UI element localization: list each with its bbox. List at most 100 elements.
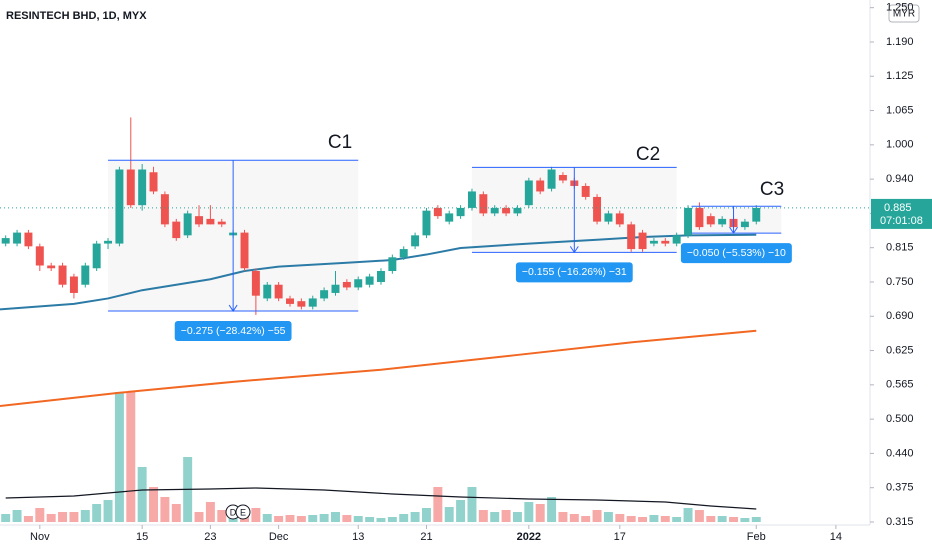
candle-body	[581, 185, 590, 197]
volume-bar	[581, 516, 591, 522]
candle-body	[456, 207, 465, 217]
volume-bar	[638, 517, 648, 522]
candle-body	[24, 232, 33, 247]
volume-bar	[558, 512, 568, 522]
measure-box	[680, 243, 792, 264]
volume-bar	[433, 487, 443, 522]
candle-body	[490, 207, 499, 214]
candle-body	[149, 172, 158, 192]
y-tick-label: 1.190	[886, 36, 914, 48]
candle-body	[104, 240, 113, 244]
volume-bar	[683, 508, 693, 522]
candle-body	[604, 213, 613, 222]
x-tick-label: Nov	[30, 531, 50, 543]
volume-bar	[296, 516, 306, 522]
y-tick-label: 0.565	[886, 379, 914, 391]
volume-bar	[137, 467, 147, 522]
candle-body	[286, 298, 294, 304]
volume-bar	[694, 510, 704, 522]
candle-body	[467, 191, 476, 208]
volume-bar	[706, 516, 716, 522]
volume-bar	[467, 487, 477, 522]
event-badge[interactable]	[235, 504, 251, 520]
volume-bar	[149, 487, 159, 522]
volume-bar	[205, 502, 215, 522]
volume-bar	[217, 510, 227, 522]
currency-label[interactable]: MYR	[893, 9, 915, 20]
volume-bar	[46, 514, 56, 522]
event-badge-label[interactable]: E	[240, 507, 246, 517]
measure-text: −0.155 (−16.26%) −31	[522, 266, 627, 278]
measure-text: −0.275 (−28.42%) −55	[181, 325, 286, 337]
volume-bar	[444, 507, 454, 522]
candle-body	[342, 281, 351, 288]
measure-arrowhead	[729, 226, 738, 235]
volume-bar	[353, 516, 363, 522]
volume-bar	[649, 515, 659, 522]
measure-box	[515, 262, 633, 283]
candle-body	[672, 235, 681, 244]
currency-button[interactable]	[888, 4, 920, 23]
volume-bar	[160, 497, 170, 522]
volume-bar	[501, 510, 511, 522]
x-tick-label: 2022	[517, 531, 541, 543]
event-badge-label[interactable]: D	[230, 507, 237, 517]
volume-bar	[331, 512, 340, 522]
volume-bar	[387, 517, 397, 522]
candle-body	[115, 169, 124, 244]
candle-body	[206, 218, 215, 225]
candle-body	[365, 276, 374, 285]
chart-title: RESINTECH BHD, 1D, MYX	[6, 10, 147, 22]
x-tick-label: 15	[136, 531, 148, 543]
candle-body	[297, 301, 306, 307]
y-tick-label: 0.625	[886, 344, 914, 356]
volume-bar	[603, 512, 613, 522]
countdown-label: 07:01:08	[880, 215, 923, 227]
x-tick-label: Feb	[747, 531, 766, 543]
candle-body	[47, 265, 56, 269]
volume-bar	[114, 392, 124, 522]
x-tick-label: 13	[352, 531, 364, 543]
y-tick-label: 1.065	[886, 104, 914, 116]
x-tick-label: 17	[614, 531, 626, 543]
volume-bar	[126, 392, 136, 522]
candle-body	[479, 194, 488, 214]
candle-body	[1, 238, 10, 244]
candle-body	[160, 194, 169, 225]
candle-body	[263, 284, 272, 299]
volume-bar	[672, 517, 682, 522]
candle-body	[354, 279, 363, 288]
last-price-label: 0.885	[884, 202, 912, 214]
volume-bar	[274, 516, 284, 522]
candle-body	[706, 216, 715, 225]
y-tick-label: 0.375	[886, 482, 914, 494]
volume-bar	[547, 497, 557, 522]
volume-bar	[740, 518, 750, 522]
x-tick-label: 21	[420, 531, 432, 543]
candle-body	[718, 218, 727, 225]
candle-body	[399, 249, 408, 258]
volume-bar	[490, 512, 500, 522]
volume-bar	[751, 517, 761, 522]
candle-body	[13, 232, 22, 244]
candle-body	[138, 169, 147, 206]
volume-ma	[5, 487, 757, 510]
volume-bar	[69, 512, 79, 522]
volume-bar	[729, 517, 739, 522]
candle-body	[183, 213, 192, 236]
candle-body	[433, 207, 442, 217]
volume-bar	[1, 514, 11, 522]
candle-body	[661, 240, 670, 244]
volume-bar	[262, 514, 272, 522]
candle-body	[422, 210, 431, 236]
measure-name: C3	[760, 179, 784, 200]
candle-body	[558, 175, 567, 181]
volume-bar	[35, 508, 45, 522]
candle-body	[524, 180, 533, 206]
measure-name: C1	[328, 132, 352, 153]
candle-body	[240, 232, 249, 269]
volume-bar	[524, 502, 534, 522]
candle-body	[92, 243, 101, 269]
y-tick-label: 0.815	[886, 242, 914, 254]
